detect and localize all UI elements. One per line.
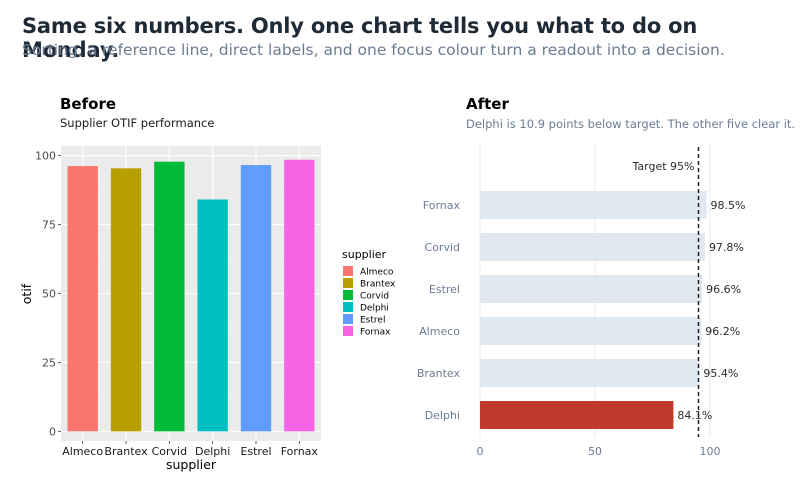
before-y-axis-title: otif — [19, 283, 34, 304]
before-x-tick-label-fornax: Fornax — [281, 445, 319, 458]
legend-swatch-almeco — [343, 266, 353, 276]
legend-swatch-fornax — [343, 326, 353, 336]
headline: Same six numbers. Only one chart tells y… — [22, 14, 698, 62]
before-bar-delphi — [197, 199, 228, 432]
before-x-tick-label-corvid: Corvid — [152, 445, 187, 458]
before-bar-almeco — [67, 166, 98, 432]
subheadline: Sorting, a reference line, direct labels… — [22, 41, 725, 59]
before-x-tick-label-brantex: Brantex — [104, 445, 148, 458]
after-category-labels: Fornax Corvid Estrel Almeco Brantex Delphi — [417, 199, 461, 422]
before-x-axis-title: supplier — [166, 457, 217, 472]
after-category-label-almeco: Almeco — [419, 325, 460, 338]
legend-label-almeco: Almeco — [360, 268, 394, 278]
legend-label-delphi: Delphi — [360, 304, 389, 314]
legend-title: supplier — [342, 248, 387, 261]
before-bars — [67, 159, 315, 432]
before-y-tick-label: 100 — [35, 150, 56, 163]
before-gridlines — [61, 146, 321, 441]
before-y-ticks: 0 25 50 75 100 — [35, 150, 61, 438]
after-value-labels: 98.5% 97.8% 96.6% 96.2% 95.4% 84.1% — [677, 199, 745, 422]
after-bar-estrel — [480, 275, 703, 303]
after-category-label-estrel: Estrel — [429, 283, 460, 296]
before-chart-title: Supplier OTIF performance — [60, 116, 214, 130]
after-x-tick-label: 100 — [700, 445, 721, 458]
before-y-tick-label: 25 — [42, 356, 56, 369]
after-reference: Target 95% — [632, 147, 700, 437]
after-category-label-brantex: Brantex — [417, 367, 461, 380]
after-value-label-corvid: 97.8% — [709, 241, 744, 254]
before-panel-title: Before — [60, 95, 116, 113]
after-bar-corvid — [480, 233, 705, 261]
legend-label-estrel: Estrel — [360, 316, 385, 326]
before-x-tick-label-estrel: Estrel — [240, 445, 271, 458]
after-value-label-fornax: 98.5% — [711, 199, 746, 212]
after-value-label-estrel: 96.6% — [706, 283, 741, 296]
after-bar-fornax — [480, 191, 707, 219]
before-x-ticks: Almeco Brantex Corvid Delphi Estrel Fornax — [62, 441, 318, 458]
after-value-label-delphi: 84.1% — [677, 409, 712, 422]
after-bar-almeco — [480, 317, 702, 345]
after-category-label-corvid: Corvid — [425, 241, 460, 254]
before-y-tick-label: 75 — [42, 219, 56, 232]
after-x-tick-label: 0 — [477, 445, 484, 458]
legend-label-corvid: Corvid — [360, 292, 389, 302]
before-bar-estrel — [240, 165, 272, 432]
before-y-tick-label: 50 — [42, 288, 56, 301]
before-x-tick-label-delphi: Delphi — [195, 445, 230, 458]
after-category-label-delphi: Delphi — [425, 409, 460, 422]
legend-label-brantex: Brantex — [360, 280, 396, 290]
after-bars — [480, 191, 707, 429]
before-x-tick-label-almeco: Almeco — [62, 445, 103, 458]
after-x-ticks: 0 50 100 — [477, 445, 721, 458]
legend-swatch-estrel — [343, 314, 353, 324]
after-bar-delphi — [480, 401, 674, 429]
after-value-label-brantex: 95.4% — [703, 367, 738, 380]
after-x-tick-label: 50 — [588, 445, 602, 458]
target-reference-label: Target 95% — [632, 160, 695, 173]
legend-swatch-brantex — [343, 278, 353, 288]
after-panel-title: After — [466, 95, 509, 113]
before-bar-corvid — [154, 161, 185, 432]
before-chart: Before Supplier OTIF performance 0 25 50 75… — [19, 95, 396, 472]
legend-swatch-delphi — [343, 302, 353, 312]
before-bar-fornax — [284, 159, 315, 432]
after-chart: After Delphi is 10.9 points below target… — [417, 95, 795, 458]
legend-swatch-corvid — [343, 290, 353, 300]
after-category-label-fornax: Fornax — [423, 199, 461, 212]
before-y-tick-label: 0 — [49, 425, 56, 438]
legend-label-fornax: Fornax — [360, 328, 391, 338]
after-value-label-almeco: 96.2% — [705, 325, 740, 338]
after-bar-brantex — [480, 359, 700, 387]
after-chart-title: Delphi is 10.9 points below target. The … — [466, 117, 795, 131]
before-legend: supplier Almeco Brantex Corvid Delphi Estrel… — [342, 248, 396, 338]
before-bar-brantex — [110, 168, 142, 432]
